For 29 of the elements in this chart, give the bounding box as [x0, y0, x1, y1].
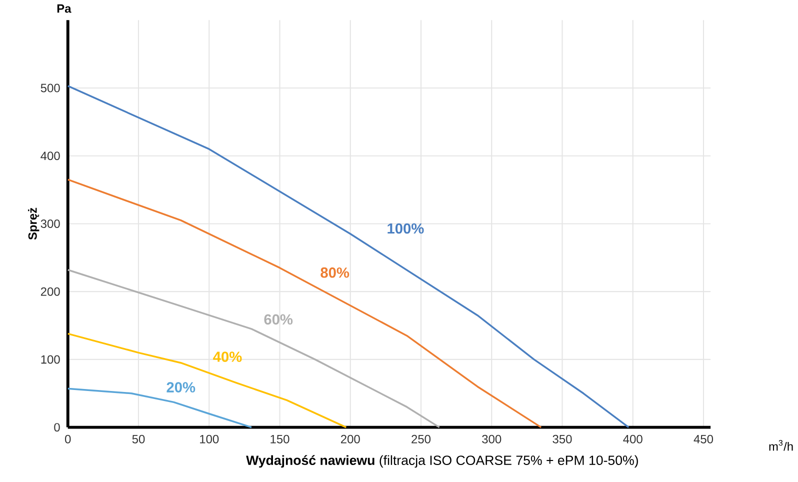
y-tick-label: 300: [40, 219, 60, 228]
series-label: 60%: [264, 314, 293, 325]
series-label: 80%: [320, 267, 350, 278]
y-tick-label: 200: [40, 287, 60, 296]
x-axis-title: Wydajność nawiewu (filtracja ISO COARSE 75% + ePM 10-50%): [246, 455, 638, 468]
x-tick-label: 250: [412, 434, 431, 444]
y-tick-label: 400: [40, 152, 60, 160]
y-tick-label: 100: [41, 355, 60, 364]
line-series: [67, 268, 440, 428]
x-tick-label: 300: [482, 434, 502, 444]
series-label: 40%: [213, 351, 242, 362]
line-series: [67, 178, 542, 428]
x-tick-label: 100: [200, 434, 219, 444]
x-tick-label: 350: [552, 434, 572, 444]
line-series: [67, 332, 348, 428]
x-tick-label: 400: [623, 434, 642, 444]
text: Pa: [57, 4, 72, 13]
x-tick-label: 200: [340, 434, 360, 444]
y-tick-label: 0: [54, 422, 60, 432]
text: m$^{3}$/h: [769, 440, 793, 451]
y-axis-title: Spręż: [28, 208, 40, 240]
x-tick-label: 150: [270, 434, 290, 444]
x-tick-label: 0: [65, 434, 71, 444]
x-tick-label: 50: [132, 434, 145, 444]
y-tick-label: 500: [40, 84, 60, 92]
x-tick-label: 450: [694, 434, 714, 444]
line-series: [67, 85, 630, 428]
series-label: 20%: [166, 382, 196, 392]
series-label: 100%: [388, 223, 424, 234]
